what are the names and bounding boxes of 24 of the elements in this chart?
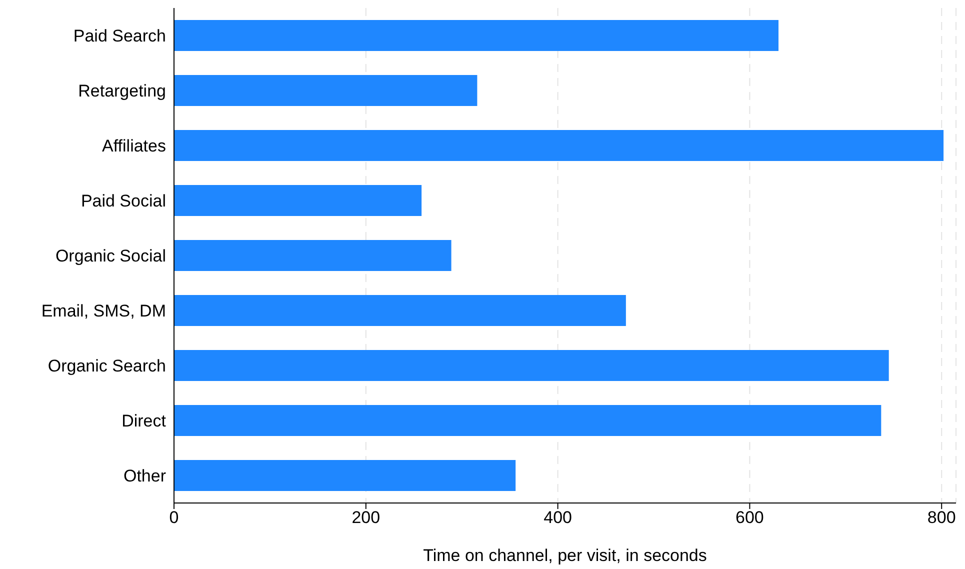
bar [174, 185, 422, 216]
y-tick-label: Organic Search [48, 356, 166, 376]
y-tick-label: Direct [122, 412, 166, 431]
bar [174, 130, 944, 161]
y-tick-label: Organic Social [55, 246, 166, 266]
x-tick-label: 600 [736, 508, 764, 528]
y-tick-label: Email, SMS, DM [41, 302, 166, 321]
x-axis-title: Time on channel, per visit, in seconds [423, 546, 707, 565]
y-tick-label: Affiliates [102, 136, 166, 156]
x-tick-label: 0 [169, 508, 179, 528]
bar [174, 295, 626, 326]
bar [174, 405, 882, 436]
bar [174, 75, 478, 106]
x-tick-label: 800 [927, 508, 956, 528]
y-tick-label: Other [123, 466, 166, 486]
bar [174, 240, 452, 271]
x-tick-label: 400 [544, 508, 572, 528]
y-tick-label: Paid Search [73, 26, 166, 46]
bar [174, 20, 778, 51]
y-tick-label: Retargeting [78, 82, 166, 101]
y-tick-label: Paid Social [80, 192, 166, 211]
bar [174, 460, 516, 491]
bar [174, 350, 889, 381]
x-tick-label: 200 [352, 508, 380, 528]
